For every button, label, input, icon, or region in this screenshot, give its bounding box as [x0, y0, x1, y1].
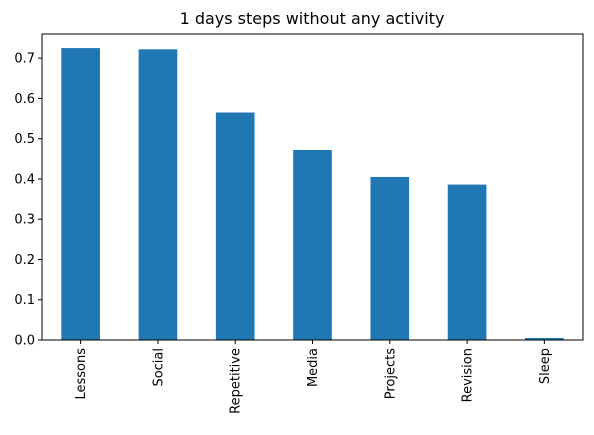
- y-axis: 0.0 0.1 0.2 0.3 0.4 0.5 0.6 0.7: [14, 52, 42, 349]
- x-tick-label: Projects: [383, 348, 398, 399]
- bars: [61, 48, 564, 341]
- y-tick-label: 0.1: [14, 293, 35, 308]
- y-tick-label: 0.2: [14, 253, 35, 268]
- bar-media: [293, 149, 332, 340]
- bar-lessons: [61, 48, 100, 341]
- x-axis: Lessons Social Repetitive Media Projects Revi…: [74, 340, 553, 414]
- x-tick-label: Media: [306, 348, 321, 387]
- x-tick-label: Revision: [461, 348, 476, 402]
- bar-repetitive: [215, 112, 255, 341]
- y-tick-label: 0.7: [14, 52, 35, 67]
- chart-title: 1 days steps without any activity: [180, 9, 445, 28]
- x-tick-label: Social: [151, 348, 166, 387]
- y-tick-label: 0.5: [14, 132, 35, 147]
- bar-projects: [370, 176, 410, 340]
- bar-revision: [447, 184, 487, 340]
- bar-sleep: [525, 337, 564, 340]
- x-tick-label: Repetitive: [229, 348, 244, 414]
- bar-social: [138, 49, 178, 341]
- x-tick-label: Lessons: [74, 348, 89, 400]
- y-tick-label: 0.4: [14, 172, 35, 187]
- plot-frame: [41, 33, 584, 341]
- y-tick-label: 0.3: [14, 213, 35, 228]
- y-tick-label: 0.6: [14, 92, 35, 107]
- y-tick-label: 0.0: [14, 334, 35, 349]
- x-tick-label: Sleep: [538, 348, 553, 384]
